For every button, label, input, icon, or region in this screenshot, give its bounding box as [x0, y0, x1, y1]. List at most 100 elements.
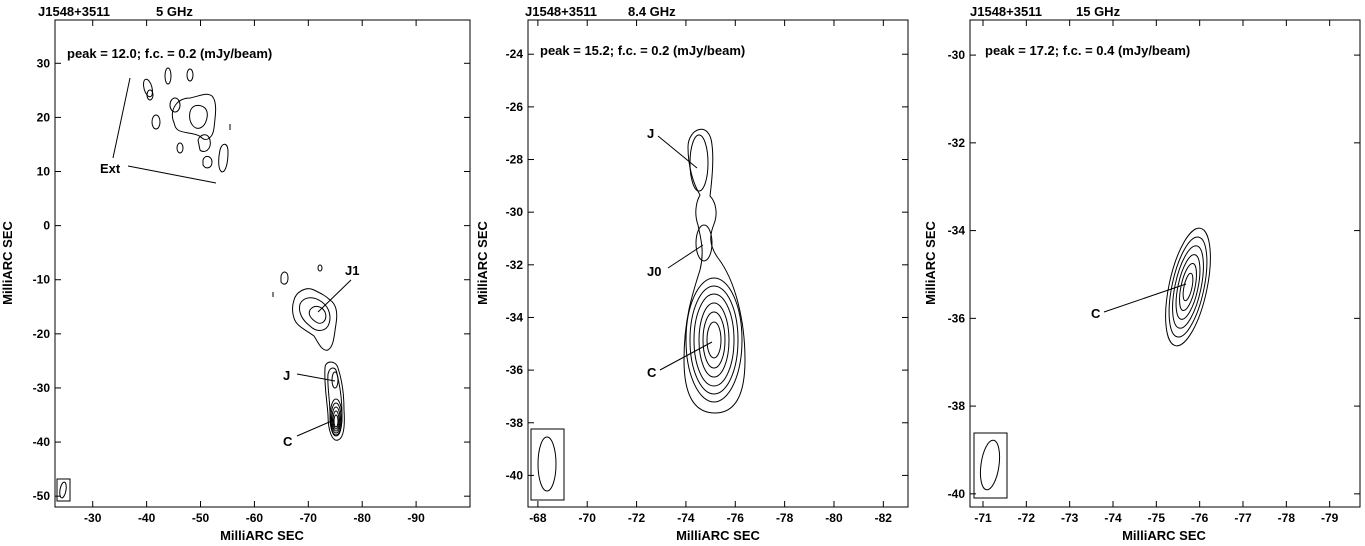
x-tick-label: -68 — [529, 511, 547, 525]
y-tick-label: -30 — [506, 205, 524, 219]
x-tick-label: -74 — [1104, 511, 1122, 525]
y-tick-labels: -30 -32 -34 -36 -38 -40 — [948, 48, 1360, 501]
x-tick-label: -82 — [875, 511, 893, 525]
leader-j0 — [667, 244, 704, 269]
leader-j1 — [317, 279, 352, 313]
y-axis-label: MilliARC SEC — [475, 221, 490, 305]
leader-c — [659, 341, 713, 371]
leader-c — [1103, 283, 1187, 313]
x-tick-label: -72 — [628, 511, 646, 525]
beam-box — [530, 428, 565, 501]
component-label-c: C — [647, 365, 657, 380]
x-tick-labels: -30 -40 -50 -60 -70 -80 -90 — [84, 20, 425, 525]
y-tick-label: -30 — [948, 48, 966, 62]
x-tick-label: -60 — [246, 511, 264, 525]
y-tick-label: -38 — [948, 399, 966, 413]
peak-annotation: peak = 17.2; f.c. = 0.4 (mJy/beam) — [985, 43, 1190, 58]
y-tick-label: -32 — [506, 258, 524, 272]
leader-ext-a — [112, 77, 131, 159]
x-tick-label: -76 — [727, 511, 745, 525]
y-tick-label: -34 — [948, 224, 966, 238]
leader-ext-b — [127, 165, 217, 184]
x-tick-label: -30 — [84, 511, 102, 525]
y-tick-label: -26 — [506, 100, 524, 114]
y-axis-label: MilliARC SEC — [923, 221, 938, 305]
plot-frame — [54, 19, 471, 508]
y-tick-label: -38 — [506, 416, 524, 430]
component-label-j: J — [647, 126, 654, 141]
x-tick-labels: -68 -70 -72 -74 -76 -78 -80 -82 — [529, 20, 892, 525]
x-tick-label: -70 — [300, 511, 318, 525]
contour-jet-j1 — [272, 264, 338, 351]
y-tick-label: -34 — [506, 310, 524, 324]
x-tick-label: -73 — [1061, 511, 1079, 525]
leader-c — [296, 419, 335, 437]
beam-ellipse — [979, 439, 1001, 491]
leader-j — [657, 135, 698, 169]
y-tick-label: -24 — [506, 47, 524, 61]
x-tick-label: -50 — [192, 511, 210, 525]
y-tick-label: 0 — [43, 219, 50, 233]
y-axis-label: MilliARC SEC — [0, 221, 15, 305]
beam — [530, 428, 565, 501]
x-axis-label: MilliARC SEC — [676, 528, 760, 543]
contour-extended-emission — [142, 67, 231, 173]
x-axis-label: MilliARC SEC — [1122, 528, 1206, 543]
contour-core-c-and-jet-j — [324, 361, 345, 441]
x-tick-label: -79 — [1321, 511, 1339, 525]
plot-frame — [527, 19, 909, 508]
x-tick-label: -71 — [974, 511, 992, 525]
x-tick-label: -76 — [1191, 511, 1209, 525]
x-tick-label: -80 — [825, 511, 843, 525]
y-tick-label: -40 — [33, 435, 51, 449]
x-tick-labels: -71 -72 -73 -74 -75 -76 -77 -78 -79 — [974, 20, 1339, 525]
y-tick-label: -50 — [33, 489, 51, 503]
component-label-ext: Ext — [100, 161, 121, 176]
x-tick-label: -40 — [138, 511, 156, 525]
x-axis-label: MilliARC SEC — [220, 528, 304, 543]
y-tick-label: -30 — [33, 381, 51, 395]
x-tick-label: -77 — [1234, 511, 1252, 525]
leader-j — [296, 373, 336, 382]
contour-jet-and-core — [683, 128, 746, 414]
component-label-j1: J1 — [345, 263, 359, 278]
panel-title-source: J1548+3511 — [970, 4, 1042, 19]
y-tick-label: 30 — [37, 56, 51, 70]
component-label-j0: J0 — [647, 264, 661, 279]
panel-title-frequency: 8.4 GHz — [628, 4, 676, 19]
x-tick-label: -75 — [1148, 511, 1166, 525]
y-tick-label: -40 — [506, 468, 524, 482]
x-tick-label: -90 — [407, 511, 425, 525]
y-tick-label: 10 — [37, 165, 51, 179]
component-label-j: J — [283, 368, 290, 383]
panel-5ghz: J1548+3511 5 GHz peak = 12.0; f.c. = 0.2… — [0, 4, 471, 543]
component-labels: C — [1091, 283, 1187, 321]
component-labels: J J0 C — [647, 126, 713, 380]
beam-ellipse — [59, 481, 67, 499]
panel-title-frequency: 5 GHz — [156, 4, 193, 19]
beam-box — [973, 432, 1008, 499]
y-tick-label: -28 — [506, 153, 524, 167]
x-tick-label: -72 — [1018, 511, 1036, 525]
beam-box — [56, 478, 71, 502]
component-label-c: C — [283, 434, 293, 449]
y-tick-label: -36 — [948, 311, 966, 325]
contour-core-c — [1165, 227, 1211, 347]
panel-15ghz: J1548+3511 15 GHz peak = 17.2; f.c. = 0.… — [923, 4, 1361, 543]
x-tick-label: -70 — [579, 511, 597, 525]
beam — [56, 478, 71, 502]
y-tick-label: -32 — [948, 136, 966, 150]
panel-title-source: J1548+3511 — [525, 4, 597, 19]
y-tick-label: -20 — [33, 327, 51, 341]
x-tick-label: -74 — [677, 511, 695, 525]
x-tick-label: -78 — [776, 511, 794, 525]
panel-title-frequency: 15 GHz — [1076, 4, 1121, 19]
y-tick-label: -36 — [506, 363, 524, 377]
peak-annotation: peak = 12.0; f.c. = 0.2 (mJy/beam) — [67, 46, 272, 61]
peak-annotation: peak = 15.2; f.c. = 0.2 (mJy/beam) — [540, 43, 745, 58]
y-tick-label: -40 — [948, 487, 966, 501]
beam — [973, 432, 1008, 499]
y-tick-label: 20 — [37, 110, 51, 124]
y-tick-labels: -24 -26 -28 -30 -32 -34 -36 -38 -40 — [506, 47, 908, 482]
